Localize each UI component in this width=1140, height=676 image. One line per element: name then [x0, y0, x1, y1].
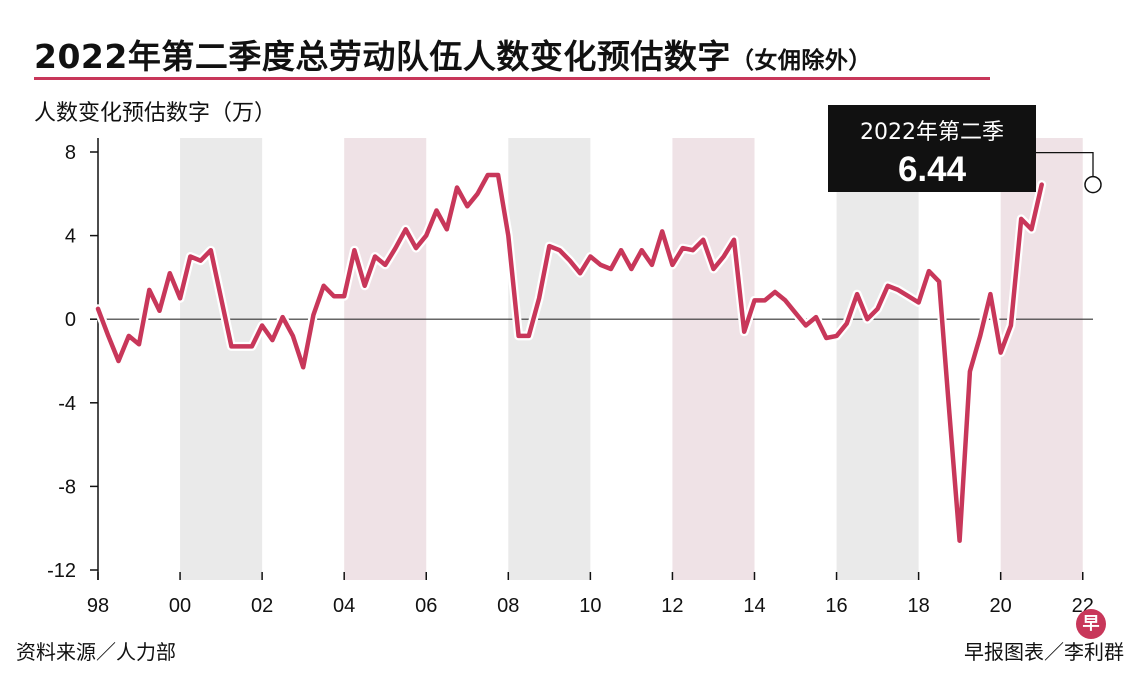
- title-underline: [34, 77, 990, 80]
- callout-label: 2022年第二季: [860, 120, 1004, 145]
- y-tick-label: -8: [58, 476, 76, 498]
- title-main: 2022年第二季度总劳动队伍人数变化预估数字: [34, 37, 731, 76]
- shaded-band: [672, 138, 755, 580]
- x-tick-label: 02: [251, 595, 273, 617]
- x-tick-label: 14: [743, 595, 765, 617]
- source-credit: 资料来源／人力部: [16, 640, 176, 664]
- callout-box: [828, 105, 1036, 192]
- x-tick-label: 06: [415, 595, 437, 617]
- callout-leader: [1036, 151, 1094, 177]
- x-tick-label: 12: [661, 595, 683, 617]
- shaded-band: [180, 138, 263, 580]
- latest-point-marker: [1084, 175, 1102, 194]
- y-tick-label: -4: [58, 393, 76, 415]
- shaded-band: [344, 138, 427, 580]
- x-tick-label: 04: [333, 595, 355, 617]
- chart-title: 2022年第二季度总劳动队伍人数变化预估数字（女佣除外）: [34, 30, 872, 78]
- series-line: [95, 172, 1044, 543]
- y-tick-label: 4: [65, 226, 76, 248]
- shaded-band: [836, 138, 919, 580]
- y-axis-label: 人数变化预估数字（万）: [34, 101, 277, 126]
- y-tick-label: 8: [65, 142, 76, 164]
- x-tick-label: 00: [169, 595, 191, 617]
- shaded-band: [508, 138, 591, 580]
- graphic-credit: 早报图表／李利群: [964, 640, 1124, 664]
- x-tick-label: 98: [87, 595, 109, 617]
- shaded-band: [1000, 138, 1083, 580]
- x-tick-label: 18: [907, 595, 929, 617]
- x-tick-label: 16: [825, 595, 847, 617]
- title-subtitle: （女佣除外）: [730, 48, 872, 74]
- callout-value: 6.44: [898, 150, 967, 189]
- zaobao-logo-icon: 早: [1076, 609, 1106, 639]
- x-tick-label: 08: [497, 595, 519, 617]
- x-tick-label: 20: [990, 595, 1012, 617]
- y-tick-label: -12: [47, 560, 76, 582]
- y-tick-label: 0: [65, 309, 76, 331]
- x-tick-label: 10: [579, 595, 601, 617]
